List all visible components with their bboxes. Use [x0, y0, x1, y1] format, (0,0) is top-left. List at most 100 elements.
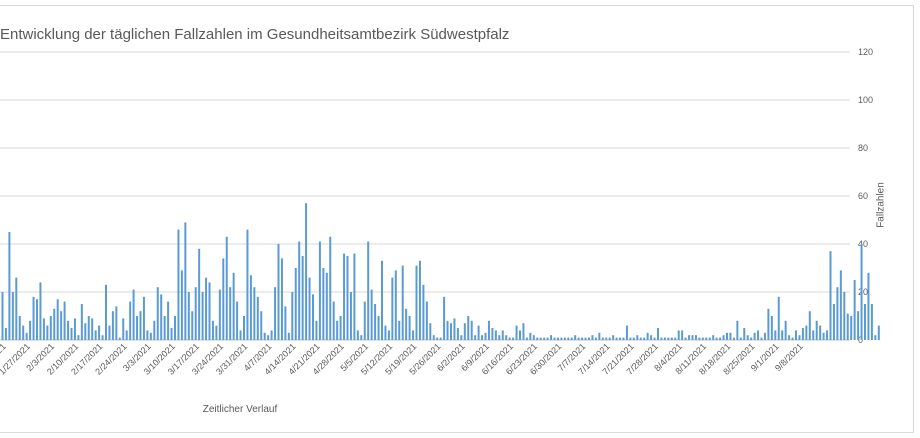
bar [98, 325, 101, 340]
bar [570, 337, 573, 340]
bar [187, 292, 190, 340]
bar [367, 241, 370, 340]
bar [688, 335, 691, 340]
bar [815, 320, 818, 340]
bar [167, 301, 170, 340]
bar [867, 272, 870, 340]
bar [460, 335, 463, 340]
bar [301, 256, 304, 340]
bar [684, 337, 687, 340]
bar [129, 301, 132, 340]
bar [236, 301, 239, 340]
bar [294, 268, 297, 340]
bar [481, 335, 484, 340]
bar [698, 337, 701, 340]
y-tick-label: 80 [858, 143, 868, 153]
bar [846, 313, 849, 340]
bar [56, 299, 59, 340]
bar [857, 311, 860, 340]
bar [746, 335, 749, 340]
bar [525, 337, 528, 340]
bar [719, 337, 722, 340]
bar [784, 320, 787, 340]
bar [801, 328, 804, 340]
bar [519, 330, 521, 340]
bar [225, 236, 228, 340]
bar [312, 294, 314, 340]
bar [80, 304, 83, 340]
bar [598, 332, 601, 340]
bar [4, 328, 7, 340]
bar [860, 244, 863, 340]
bar [136, 316, 139, 340]
bar [94, 330, 97, 340]
bar [743, 328, 746, 340]
bar [470, 320, 473, 340]
bar [70, 328, 73, 340]
bar [305, 203, 308, 340]
bar [822, 332, 825, 340]
bar [270, 330, 273, 340]
bar [581, 337, 584, 340]
bar [315, 320, 318, 340]
bar [660, 337, 663, 340]
bar [795, 330, 797, 340]
bar [84, 323, 87, 340]
bar [657, 328, 659, 340]
bar [536, 337, 539, 340]
bar [108, 325, 111, 340]
bar [619, 337, 622, 340]
bar [543, 337, 546, 340]
bar [729, 332, 732, 340]
y-tick-label: 0 [858, 335, 863, 345]
bar [532, 335, 535, 340]
bar [446, 320, 449, 340]
bar [646, 332, 649, 340]
bar [142, 296, 145, 340]
bar [1, 292, 4, 340]
bar [67, 320, 70, 340]
bar [615, 337, 618, 340]
bar [577, 337, 580, 340]
bar [105, 284, 107, 340]
bar [180, 270, 183, 340]
bar [877, 325, 880, 340]
bar [11, 292, 14, 340]
bar [18, 316, 21, 340]
bar [160, 294, 163, 340]
chart-title: Entwicklung der täglichen Fallzahlen im … [0, 26, 510, 43]
bar [763, 332, 766, 340]
bar [484, 332, 487, 340]
bar [280, 258, 283, 340]
bar [422, 284, 425, 340]
bar [408, 316, 411, 340]
bar [42, 318, 45, 340]
bar [836, 287, 839, 340]
bar [456, 328, 459, 340]
bar [629, 337, 632, 340]
bar [287, 332, 290, 340]
bar [798, 335, 801, 340]
bar [853, 280, 856, 340]
bar [343, 253, 346, 340]
bar [622, 337, 625, 340]
bar [243, 316, 245, 340]
bar [736, 320, 739, 340]
bar [850, 316, 853, 340]
y-tick-label: 100 [858, 95, 873, 105]
bar [73, 318, 76, 340]
bar [625, 325, 628, 340]
bar [726, 332, 728, 340]
bar [211, 320, 214, 340]
bar [381, 260, 383, 340]
bar [553, 337, 556, 340]
bar [494, 330, 497, 340]
bar [322, 268, 325, 340]
bar [515, 325, 518, 340]
bar [443, 296, 446, 340]
bar [325, 272, 328, 340]
bar [36, 299, 38, 340]
bar [808, 311, 811, 340]
bar [425, 301, 428, 340]
bar [363, 301, 366, 340]
